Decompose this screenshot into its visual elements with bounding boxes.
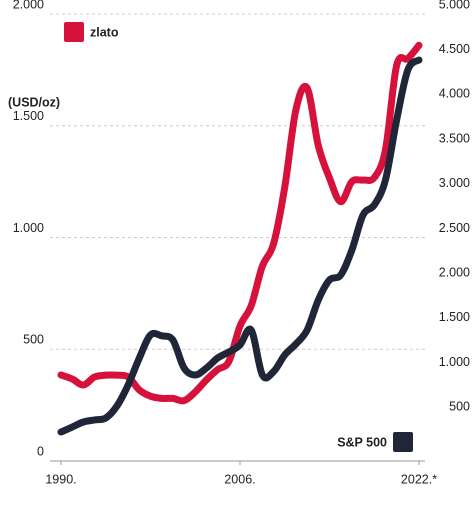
y2-tick-label: 5.000 (439, 0, 470, 11)
y-tick-label: 500 (23, 333, 44, 347)
y-tick-label: 0 (37, 444, 44, 458)
y2-tick-label: 1.500 (439, 310, 470, 324)
y2-tick-label: 3.000 (439, 176, 470, 190)
legend-swatch (393, 432, 413, 452)
x-tick-label: 1990. (45, 472, 76, 486)
y-tick-label: 1.000 (13, 221, 44, 235)
y2-tick-label: 500 (449, 400, 470, 414)
y2-tick-label: 3.500 (439, 131, 470, 145)
y-tick-label: 2.000 (13, 0, 44, 11)
y2-tick-label: 4.000 (439, 87, 470, 101)
y2-tick-label: 2.000 (439, 265, 470, 279)
y-tick-label: 1.500 (13, 109, 44, 123)
y2-tick-label: 1.000 (439, 355, 470, 369)
series-line (57, 56, 423, 436)
legend-label: S&P 500 (337, 435, 387, 449)
series-line (57, 41, 423, 405)
legend-swatch (64, 22, 84, 42)
legend-label: zlato (90, 25, 119, 39)
y2-tick-label: 2.500 (439, 221, 470, 235)
y2-tick-label: 4.500 (439, 42, 470, 56)
x-tick-label: 2006. (224, 472, 255, 486)
x-tick-label: 2022.* (401, 472, 437, 486)
y-axis-label: (USD/oz) (8, 95, 60, 109)
